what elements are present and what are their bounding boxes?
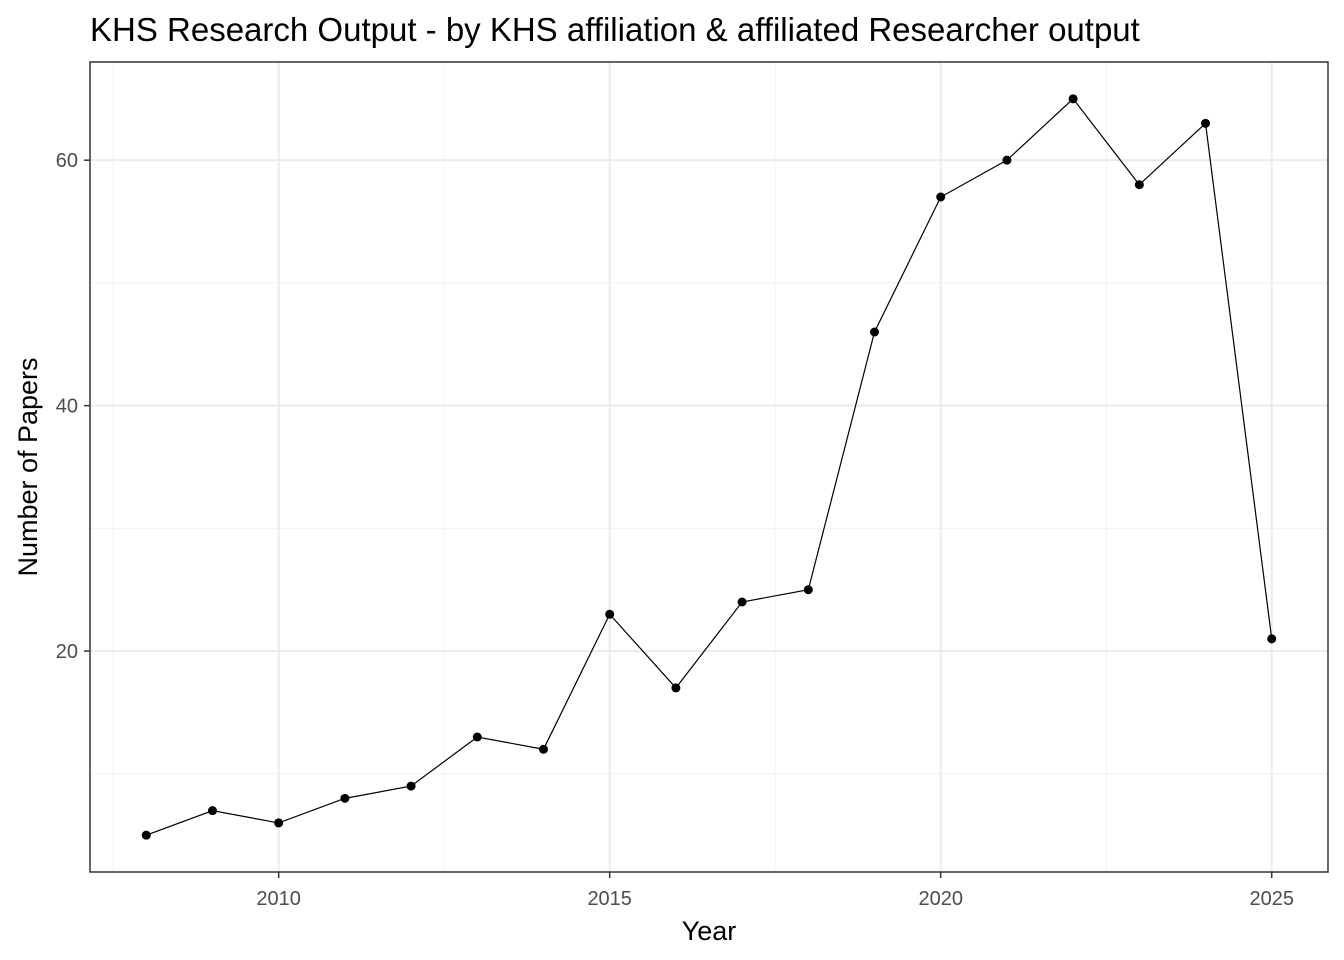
data-point-2025: [1267, 634, 1277, 644]
x-tick-label: 2015: [587, 888, 632, 910]
data-point-2011: [340, 793, 350, 803]
data-point-2010: [274, 818, 284, 828]
y-tick-label: 60: [56, 150, 78, 172]
y-tick-label: 20: [56, 641, 78, 663]
data-point-2015: [605, 609, 615, 619]
data-point-2008: [141, 830, 151, 840]
y-axis-title: Number of Papers: [13, 357, 43, 576]
data-point-2022: [1068, 94, 1078, 104]
grid: [90, 62, 1328, 872]
data-point-2018: [803, 585, 813, 595]
y-tick-label: 40: [56, 396, 78, 418]
data-point-2019: [870, 327, 880, 337]
x-axis: 2010 2015 2020 2025: [256, 872, 1294, 910]
points-layer: [141, 94, 1277, 840]
data-point-2009: [207, 806, 217, 816]
data-point-2021: [1002, 155, 1012, 165]
data-point-2012: [406, 781, 416, 791]
data-point-2016: [671, 683, 681, 693]
data-point-2024: [1201, 118, 1211, 128]
data-point-2023: [1134, 180, 1144, 190]
data-point-2017: [737, 597, 747, 607]
panel-border: [89, 61, 1329, 873]
x-tick-label: 2010: [256, 888, 301, 910]
data-point-2014: [538, 744, 548, 754]
data-point-2013: [472, 732, 482, 742]
y-axis: 20 40 60: [56, 150, 90, 663]
chart-title: KHS Research Output - by KHS affiliation…: [90, 11, 1140, 48]
series-layer: [146, 97, 1273, 836]
x-tick-label: 2025: [1249, 888, 1294, 910]
x-tick-label: 2020: [918, 888, 963, 910]
data-point-2020: [936, 192, 946, 202]
x-axis-title: Year: [682, 916, 737, 946]
series-line: [146, 97, 1273, 836]
